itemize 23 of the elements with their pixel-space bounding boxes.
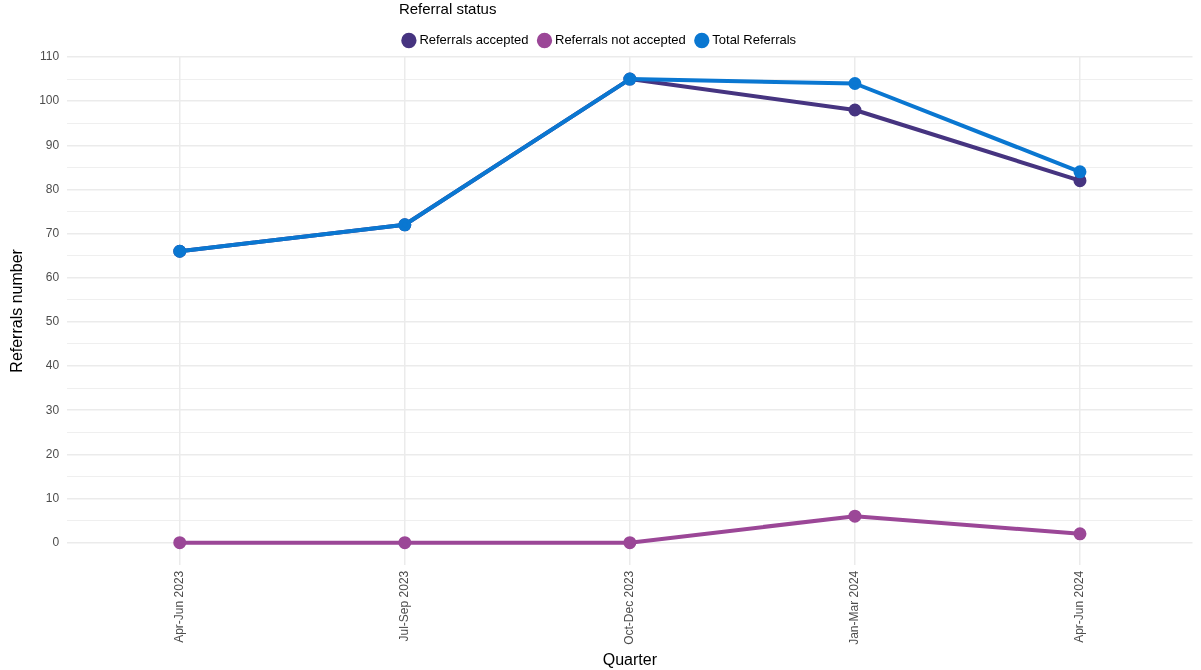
legend-title: Referral status [398, 0, 497, 17]
y-tick-label: 90 [45, 137, 60, 152]
legend-label: Referrals accepted [419, 32, 529, 48]
y-tick-label: 0 [52, 535, 60, 549]
y-axis-title: Referrals number [8, 248, 26, 373]
legend-label: Referrals not accepted [555, 32, 686, 48]
x-tick-label: Apr-Jun 2024 [1072, 570, 1087, 643]
x-axis-title: Quarter [602, 650, 658, 668]
y-tick-label: 50 [45, 314, 60, 329]
x-tick-label: Oct-Dec 2023 [622, 570, 637, 645]
y-tick-label: 60 [45, 270, 60, 285]
x-tick-label: Jul-Sep 2023 [397, 570, 412, 642]
y-tick-label: 40 [45, 358, 60, 373]
y-tick-label: 80 [45, 181, 60, 196]
x-tick-label: Jan-Mar 2024 [847, 570, 862, 645]
y-tick-label: 100 [39, 93, 60, 108]
x-tick-label: Apr-Jun 2023 [172, 570, 187, 643]
y-tick-label: 30 [45, 402, 60, 417]
y-tick-label: 110 [40, 49, 60, 64]
y-tick-label: 70 [45, 225, 60, 240]
y-tick-label: 20 [45, 446, 60, 461]
y-tick-label: 10 [45, 490, 60, 505]
legend-label: Total Referrals [712, 32, 797, 48]
